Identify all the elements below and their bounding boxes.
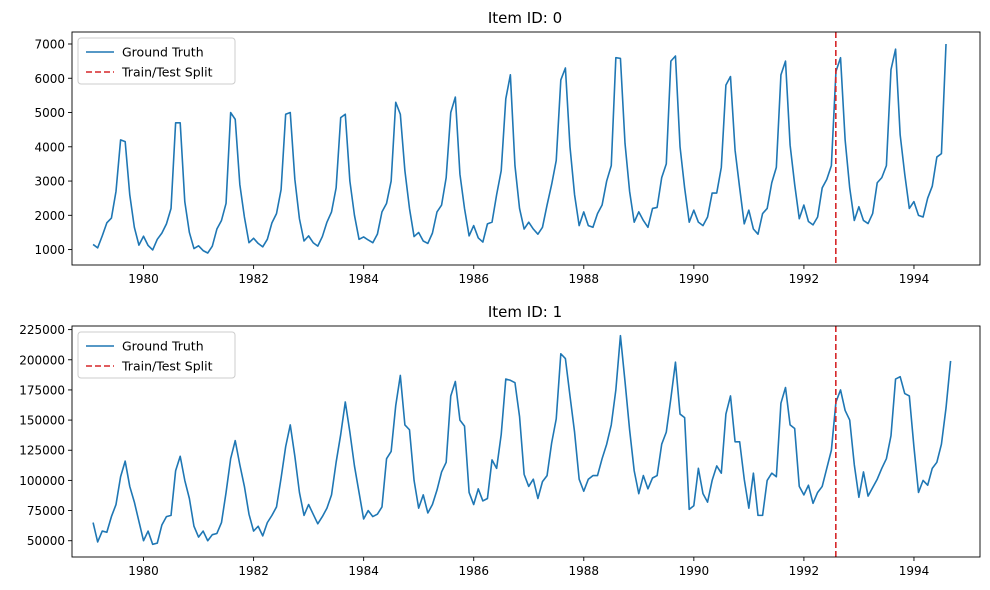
x-tick-label: 1984 xyxy=(348,564,379,578)
legend-label-split: Train/Test Split xyxy=(121,65,213,80)
plot-frame xyxy=(71,325,981,558)
y-tick-label: 125000 xyxy=(19,444,65,458)
ground-truth-series-line xyxy=(92,334,952,546)
y-tick-label: 1000 xyxy=(34,243,65,257)
x-tick-label: 1988 xyxy=(569,272,600,286)
subplot-item-0: Item ID: 0 1980 1982 1984 1986 1988 1990 1992 1… xyxy=(34,9,981,286)
x-tick-label: 1980 xyxy=(128,564,159,578)
y-tick-label: 50000 xyxy=(27,534,65,548)
legend: Ground Truth Train/Test Split xyxy=(77,37,236,85)
x-tick-label: 1982 xyxy=(238,272,269,286)
x-tick-label: 1990 xyxy=(679,564,710,578)
legend: Ground Truth Train/Test Split xyxy=(77,331,236,379)
y-tick-label: 75000 xyxy=(27,504,65,518)
subplot-item-1: Item ID: 1 1980 1982 1984 1986 1988 1990 1992 1… xyxy=(19,303,981,578)
x-tick-label: 1984 xyxy=(348,272,379,286)
x-tick-label: 1980 xyxy=(128,272,159,286)
legend-label-ground-truth: Ground Truth xyxy=(122,339,204,354)
x-tick-label: 1988 xyxy=(569,564,600,578)
y-tick-label: 3000 xyxy=(34,175,65,189)
legend-box xyxy=(77,331,236,379)
y-tick-label: 2000 xyxy=(34,209,65,223)
chart-title: Item ID: 0 xyxy=(488,9,562,27)
y-tick-label: 175000 xyxy=(19,383,65,397)
x-tick-label: 1994 xyxy=(899,272,930,286)
y-tick-label: 150000 xyxy=(19,414,65,428)
y-tick-label: 4000 xyxy=(34,140,65,154)
x-tick-label: 1992 xyxy=(789,272,820,286)
y-tick-label: 7000 xyxy=(34,37,65,51)
legend-label-ground-truth: Ground Truth xyxy=(122,45,204,60)
y-tick-label: 100000 xyxy=(19,474,65,488)
x-tick-label: 1990 xyxy=(679,272,710,286)
x-tick-label: 1986 xyxy=(458,272,489,286)
y-tick-label: 5000 xyxy=(34,106,65,120)
x-tick-label: 1992 xyxy=(789,564,820,578)
plot-frame xyxy=(71,31,981,266)
legend-label-split: Train/Test Split xyxy=(121,359,213,374)
y-tick-label: 6000 xyxy=(34,72,65,86)
x-tick-label: 1994 xyxy=(899,564,930,578)
chart-title: Item ID: 1 xyxy=(488,303,562,321)
y-tick-label: 200000 xyxy=(19,353,65,367)
x-tick-label: 1982 xyxy=(238,564,269,578)
ground-truth-series-line xyxy=(92,43,947,254)
legend-box xyxy=(77,37,236,85)
y-tick-label: 225000 xyxy=(19,323,65,337)
x-tick-label: 1986 xyxy=(458,564,489,578)
